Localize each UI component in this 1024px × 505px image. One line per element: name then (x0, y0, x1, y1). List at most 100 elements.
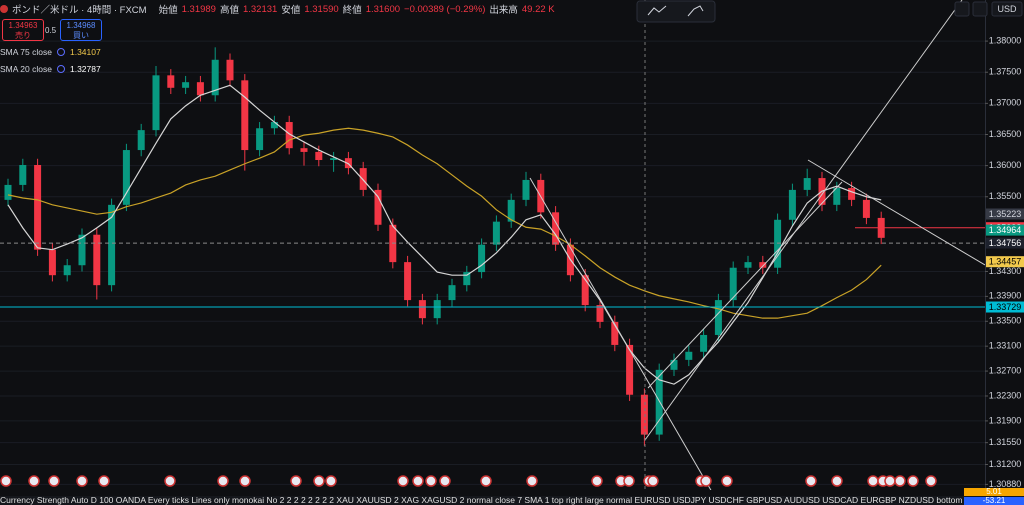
currency-button[interactable] (991, 1, 1023, 17)
spread: 0.5 (45, 26, 57, 35)
candle-body (359, 168, 367, 190)
price-label-box (986, 208, 1024, 220)
event-icon (397, 475, 409, 487)
y-tick-label: 1.38000 (989, 35, 1022, 45)
candle (34, 158, 42, 256)
candle-body (48, 249, 56, 276)
candle (862, 193, 870, 225)
header: ポンド／米ドル · 4時間 · FXCM 始値 1.31989 高値 1.32131… (0, 1, 555, 17)
event-icon (76, 475, 88, 487)
y-tick-label: 1.33100 (989, 341, 1022, 351)
candle-body (404, 262, 412, 301)
candle (655, 363, 663, 441)
candle (744, 255, 752, 274)
candle-body (93, 234, 101, 286)
candle-body (241, 80, 249, 151)
buy-label[interactable]: 買い (73, 31, 89, 40)
currency[interactable]: USD (997, 4, 1017, 14)
indicator-value: 1.32787 (69, 64, 101, 74)
candle-body (670, 359, 678, 370)
candle (463, 265, 471, 292)
y-tick-label: 1.31900 (989, 415, 1022, 425)
candle (788, 183, 796, 227)
candle (759, 255, 767, 274)
buy-button[interactable]: 1.34968 買い (60, 19, 102, 41)
icon-button[interactable] (954, 1, 970, 17)
candle-body (433, 300, 441, 319)
tool-icon[interactable] (687, 5, 704, 17)
candle (196, 75, 204, 102)
candle (374, 183, 382, 231)
icon-button[interactable] (972, 1, 988, 17)
tool-icon[interactable] (647, 5, 667, 16)
event-icon (884, 475, 896, 487)
trend-line (644, 0, 963, 441)
y-tick-label: 1.36000 (989, 160, 1022, 170)
candle (626, 338, 634, 401)
trend-line (529, 177, 712, 490)
candle-body (729, 267, 737, 301)
price-label-box (986, 237, 1024, 249)
event-icon (0, 475, 12, 487)
candle (256, 122, 264, 157)
candle-body (833, 188, 841, 205)
symbol-title: ポンド／米ドル · 4時間 · FXCM (12, 5, 147, 16)
settings-icon[interactable] (56, 65, 65, 73)
footer-text: Currency Strength Auto D 100 OANDA Every… (0, 496, 963, 505)
y-tick-label: 1.37000 (989, 98, 1022, 108)
buy-price[interactable]: 1.34968 (66, 21, 96, 30)
price-label: 1.34457 (989, 257, 1022, 267)
candle (315, 145, 323, 167)
volume: 49.22 K (521, 3, 555, 15)
candle (93, 228, 101, 300)
sell-price[interactable]: 1.34963 (8, 21, 38, 30)
candle-body (463, 272, 471, 286)
candle-body (418, 300, 426, 319)
y-tick-label: 1.31550 (989, 437, 1022, 447)
candle-body (507, 199, 515, 222)
sell-label[interactable]: 売り (15, 31, 31, 40)
y-tick-label: 1.31200 (989, 459, 1022, 469)
candle-body (285, 122, 293, 149)
candle (63, 259, 71, 282)
candle-body (211, 59, 219, 96)
candle-body (226, 59, 234, 81)
candle-body (596, 305, 604, 322)
event-icon (700, 475, 712, 487)
event-icon (721, 475, 733, 487)
y-tick-label: 1.30880 (989, 479, 1022, 489)
event-icon (28, 475, 40, 487)
price-label: 1.34964 (989, 225, 1022, 235)
candle-body (803, 178, 811, 190)
event-row (0, 475, 937, 487)
candle (700, 328, 708, 359)
price-label: 1.34756 (989, 238, 1022, 248)
candle (581, 268, 589, 312)
event-icon (907, 475, 919, 487)
ohlc-label: 高値 (219, 5, 239, 16)
event-icon (894, 475, 906, 487)
candle (596, 298, 604, 329)
event-icon (867, 475, 879, 487)
event-icon (480, 475, 492, 487)
candle (714, 293, 722, 342)
candle (507, 193, 515, 228)
settings-icon[interactable] (56, 48, 65, 56)
sell-button[interactable]: 1.34963 売り (2, 19, 44, 41)
candle (152, 65, 160, 137)
indicator-value: 1.34107 (69, 47, 101, 57)
candle-body (34, 164, 42, 250)
candle-body (78, 234, 86, 266)
candle (418, 293, 426, 325)
event-icon (925, 475, 937, 487)
event-icon (290, 475, 302, 487)
candle (670, 353, 678, 377)
footer-value: -53.21 (964, 497, 1024, 505)
event-icon (325, 475, 337, 487)
candle (404, 255, 412, 307)
volume-label: 出来高 (489, 5, 518, 16)
price-label: 1.33729 (989, 302, 1022, 312)
candle-body (182, 82, 190, 88)
